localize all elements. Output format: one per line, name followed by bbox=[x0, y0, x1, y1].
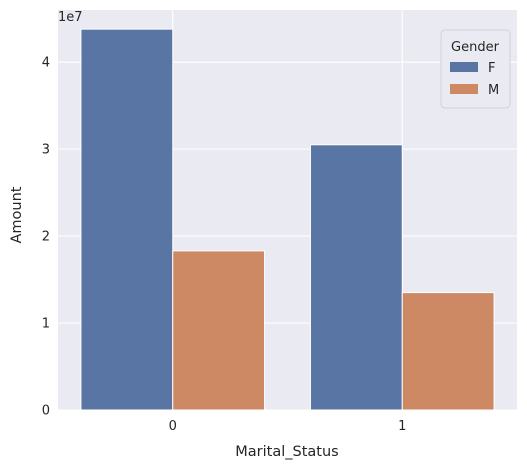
x-axis-label: Marital_Status bbox=[235, 444, 338, 460]
tick-labels: 0 1 2 3 4 0 1 bbox=[42, 56, 407, 434]
bars bbox=[80, 28, 495, 411]
y-tick-label: 3 bbox=[42, 143, 50, 158]
legend: Gender F M bbox=[440, 29, 511, 109]
legend-label-f: F bbox=[488, 61, 495, 76]
bar-f-0 bbox=[80, 28, 174, 411]
x-tick-label: 1 bbox=[398, 419, 406, 434]
y-axis-offset-label: 1e7 bbox=[58, 10, 83, 25]
legend-swatch-m bbox=[450, 84, 478, 94]
legend-swatch-f bbox=[450, 62, 478, 72]
y-tick-label: 4 bbox=[42, 56, 50, 71]
y-axis-label: Amount bbox=[9, 186, 25, 243]
x-tick-label: 0 bbox=[169, 419, 177, 434]
legend-label-m: M bbox=[488, 83, 499, 98]
y-tick-label: 1 bbox=[42, 317, 50, 332]
bar-m-0 bbox=[172, 250, 266, 411]
y-tick-label: 0 bbox=[42, 404, 50, 419]
y-tick-label: 2 bbox=[42, 230, 50, 245]
legend-title: Gender bbox=[451, 40, 500, 55]
bar-f-1 bbox=[309, 144, 403, 411]
bar-m-1 bbox=[401, 292, 495, 411]
